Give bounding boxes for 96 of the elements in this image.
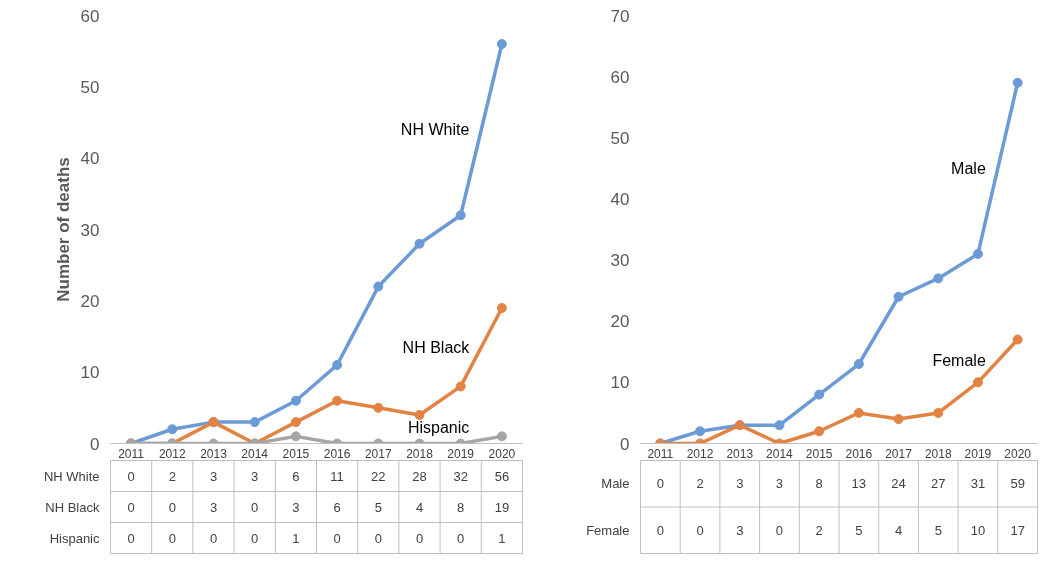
y-tick-label: 0 xyxy=(620,434,630,454)
data-label: 22 xyxy=(371,468,386,484)
data-label: 2 xyxy=(696,476,704,492)
data-label: 3 xyxy=(209,468,218,484)
x-tick-label: 2013 xyxy=(200,446,228,461)
data-label: 0 xyxy=(374,530,382,546)
x-tick-label: 2015 xyxy=(805,446,833,461)
y-axis-title: Number of deaths xyxy=(53,157,73,302)
data-label: 24 xyxy=(891,476,906,492)
data-label: 5 xyxy=(374,499,382,515)
data-label: 4 xyxy=(894,522,903,538)
data-label: 8 xyxy=(815,476,823,492)
data-label: 0 xyxy=(168,530,176,546)
data-label: 0 xyxy=(127,468,135,484)
y-tick-label: 0 xyxy=(90,434,100,454)
x-tick-label: 2011 xyxy=(118,446,145,461)
series-label: NH White xyxy=(400,121,470,139)
text: Male xyxy=(601,476,630,492)
data-label: 6 xyxy=(292,468,300,484)
data-label: 2 xyxy=(168,468,176,484)
data-label: 3 xyxy=(209,499,218,515)
x-tick-label: 2019 xyxy=(447,446,475,461)
data-label: 56 xyxy=(494,468,510,484)
data-label: 13 xyxy=(851,476,867,492)
text: Female xyxy=(586,522,630,538)
data-label: 0 xyxy=(656,476,664,492)
data-label: 2 xyxy=(815,522,823,538)
data-label: 27 xyxy=(931,476,946,492)
data-label: 0 xyxy=(251,530,259,546)
data-label: 1 xyxy=(292,530,300,546)
data-label: 59 xyxy=(1010,476,1025,492)
data-label: 5 xyxy=(855,522,863,538)
data-label: 0 xyxy=(209,530,218,546)
x-tick-label: 2020 xyxy=(488,446,516,461)
data-label: 0 xyxy=(457,530,465,546)
x-tick-label: 2017 xyxy=(885,446,913,461)
data-label: 0 xyxy=(168,499,176,515)
data-label: 0 xyxy=(415,530,424,546)
x-tick-label: 2012 xyxy=(686,446,714,461)
data-label: 1 xyxy=(498,530,506,546)
data-label: 0 xyxy=(333,530,341,546)
x-tick-label: 2016 xyxy=(845,446,873,461)
data-label: 28 xyxy=(412,468,427,484)
text: Hispanic xyxy=(49,530,100,546)
y-tick-label: 40 xyxy=(610,189,630,209)
data-label: 0 xyxy=(127,530,135,546)
y-tick-label: 50 xyxy=(610,128,630,148)
y-tick-label: 20 xyxy=(80,291,100,311)
data-label: 5 xyxy=(934,522,942,538)
y-tick-label: 60 xyxy=(80,6,100,26)
y-tick-label: 30 xyxy=(80,220,100,240)
series-label: Hispanic xyxy=(407,418,470,436)
data-label: 10 xyxy=(970,522,986,538)
data-label: 0 xyxy=(251,499,259,515)
data-label: 3 xyxy=(736,476,744,492)
x-tick-label: 2013 xyxy=(726,446,754,461)
x-tick-label: 2016 xyxy=(323,446,351,461)
data-label: 0 xyxy=(127,499,135,515)
y-tick-label: 20 xyxy=(610,312,630,332)
data-label: 19 xyxy=(494,499,510,515)
data-label: 17 xyxy=(1010,522,1025,538)
x-tick-label: 2015 xyxy=(282,446,310,461)
text: NH White xyxy=(43,468,100,484)
x-tick-label: 2017 xyxy=(364,446,392,461)
data-label: 0 xyxy=(656,522,664,538)
data-label: 0 xyxy=(775,522,784,538)
x-tick-label: 2019 xyxy=(964,446,992,461)
series-label: Male xyxy=(951,159,986,177)
data-label: 4 xyxy=(415,499,424,515)
x-tick-label: 2018 xyxy=(406,446,434,461)
y-tick-label: 10 xyxy=(610,373,630,393)
data-label: 3 xyxy=(775,476,784,492)
data-label: 0 xyxy=(696,522,704,538)
series-label: NH Black xyxy=(402,338,471,356)
data-label: 3 xyxy=(292,499,300,515)
y-tick-label: 40 xyxy=(80,149,100,169)
data-label: 11 xyxy=(330,468,344,484)
x-tick-label: 2020 xyxy=(1004,446,1032,461)
y-tick-label: 50 xyxy=(80,77,100,97)
x-tick-label: 2018 xyxy=(924,446,952,461)
series-label: Female xyxy=(932,352,986,370)
data-label: 32 xyxy=(453,468,468,484)
data-label: 3 xyxy=(251,468,259,484)
x-tick-label: 2011 xyxy=(647,446,674,461)
data-label: 31 xyxy=(970,476,986,492)
data-label: 6 xyxy=(333,499,341,515)
data-label: 3 xyxy=(736,522,744,538)
text: NH Black xyxy=(45,499,100,515)
x-tick-label: 2014 xyxy=(766,446,794,461)
data-label: 8 xyxy=(457,499,465,515)
x-tick-label: 2014 xyxy=(241,446,269,461)
x-tick-label: 2012 xyxy=(158,446,186,461)
y-tick-label: 60 xyxy=(610,67,630,87)
y-tick-label: 10 xyxy=(80,363,100,383)
y-tick-label: 70 xyxy=(610,6,630,26)
y-tick-label: 30 xyxy=(610,251,630,271)
